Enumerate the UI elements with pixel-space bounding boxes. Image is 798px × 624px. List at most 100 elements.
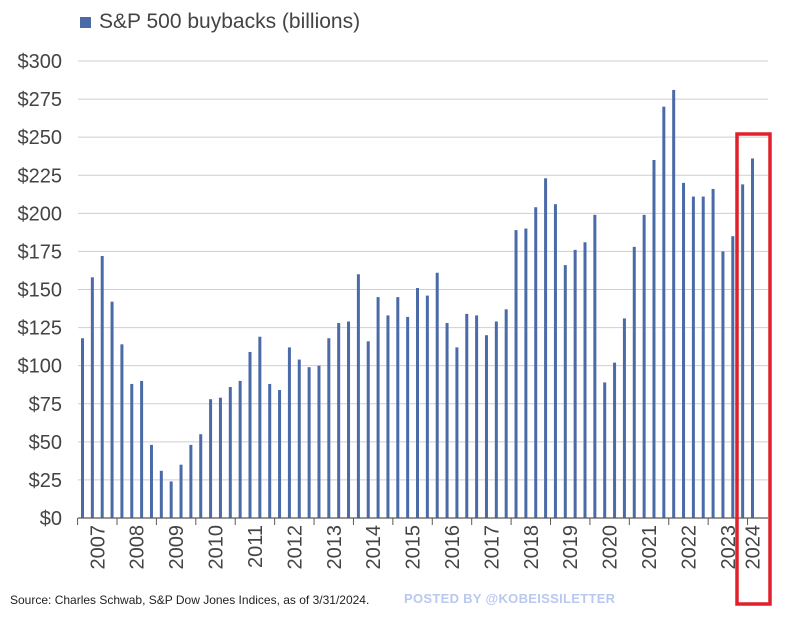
x-tick-label: 2010 (206, 525, 228, 570)
bar (583, 242, 587, 518)
bar (553, 204, 557, 518)
bar (642, 214, 646, 518)
x-tick-label: 2011 (245, 525, 267, 568)
y-tick-label: $25 (29, 470, 62, 492)
bar (209, 399, 213, 518)
bar (199, 434, 203, 518)
y-tick-label: $225 (18, 165, 63, 187)
bar (514, 230, 518, 518)
bar (337, 323, 341, 518)
x-tick-label: 2012 (284, 525, 306, 570)
bar (248, 351, 252, 518)
x-tick-label: 2015 (403, 525, 425, 570)
bar (376, 297, 380, 518)
x-tick-label: 2022 (678, 525, 700, 570)
gridlines (78, 60, 768, 481)
bar (721, 251, 725, 518)
bar (327, 338, 331, 518)
bar (356, 274, 360, 518)
y-tick-label: $200 (18, 203, 63, 225)
x-tick-label: 2014 (363, 525, 385, 570)
bar (632, 246, 636, 518)
x-tick-label: 2019 (560, 525, 582, 570)
bar (573, 249, 577, 519)
bar (149, 444, 153, 518)
x-tick-label: 2013 (324, 525, 346, 570)
legend-swatch (80, 16, 91, 28)
bar (425, 295, 429, 518)
y-tick-label: $150 (18, 280, 63, 302)
bar (307, 367, 311, 518)
bar (140, 380, 144, 518)
y-tick-label: $0 (40, 508, 62, 530)
x-tick-label: 2023 (718, 525, 740, 570)
x-tick-label: 2008 (127, 525, 149, 570)
bar (622, 318, 626, 518)
bar (494, 321, 498, 518)
bar (238, 380, 242, 518)
bar (297, 359, 301, 518)
bar (475, 315, 479, 518)
bar (287, 347, 291, 518)
x-tick-label: 2016 (442, 525, 464, 570)
source-note: Source: Charles Schwab, S&P Dow Jones In… (10, 593, 370, 607)
bar (751, 158, 754, 518)
bar (317, 365, 321, 518)
bar (711, 188, 715, 518)
y-tick-label: $50 (29, 432, 62, 454)
bar (701, 196, 705, 518)
x-tick-label: 2009 (166, 525, 188, 570)
bar (347, 321, 351, 518)
x-tick-label: 2017 (481, 525, 503, 570)
y-axis-ticks: $0 $25 $50 $75 $100 $125 $150 $175 $200 $225 $250 $… (18, 51, 63, 530)
legend-label: S&P 500 buybacks (billions) (99, 10, 361, 33)
y-tick-label: $175 (18, 241, 63, 263)
bar (90, 277, 94, 518)
bar (110, 301, 114, 518)
x-tick-label: 2007 (87, 525, 109, 570)
bar (662, 106, 666, 518)
y-tick-label: $275 (18, 89, 63, 111)
y-tick-label: $75 (29, 394, 62, 416)
bar (258, 336, 262, 518)
bar (278, 390, 282, 518)
bar (534, 207, 538, 519)
y-tick-label: $100 (18, 356, 63, 378)
bar (465, 313, 469, 518)
y-tick-label: $125 (18, 318, 63, 340)
x-tick-label: 2018 (521, 525, 543, 570)
bar (672, 89, 676, 519)
bar (613, 362, 617, 518)
bar (189, 444, 193, 518)
y-tick-label: $250 (18, 127, 63, 149)
bar (159, 470, 163, 518)
bar (484, 335, 488, 518)
bar (386, 315, 390, 518)
watermark: POSTED BY @KOBEISSILETTER (404, 591, 616, 606)
bar (445, 323, 449, 518)
bar (544, 178, 548, 518)
bar (563, 265, 567, 518)
legend: S&P 500 buybacks (billions) (80, 10, 360, 34)
bar (691, 196, 695, 518)
bar (603, 382, 607, 518)
bar (81, 338, 84, 518)
bar (100, 255, 104, 518)
bar (455, 347, 459, 518)
bar (435, 272, 439, 518)
bar (169, 481, 173, 518)
bar (416, 287, 419, 518)
y-tick-label: $300 (18, 51, 63, 73)
bar (524, 228, 528, 519)
bar (652, 160, 656, 518)
x-tick-label: 2020 (600, 525, 622, 570)
bar (593, 214, 597, 518)
bar (228, 386, 232, 518)
bar (179, 464, 183, 518)
bar (741, 184, 745, 518)
x-axis-ticks: 2007 2008 2009 2010 2011 2012 2013 2014 2015 2016… (77, 518, 765, 570)
bar (682, 182, 686, 518)
highlight-box-2024 (735, 132, 772, 606)
bar (130, 383, 134, 518)
